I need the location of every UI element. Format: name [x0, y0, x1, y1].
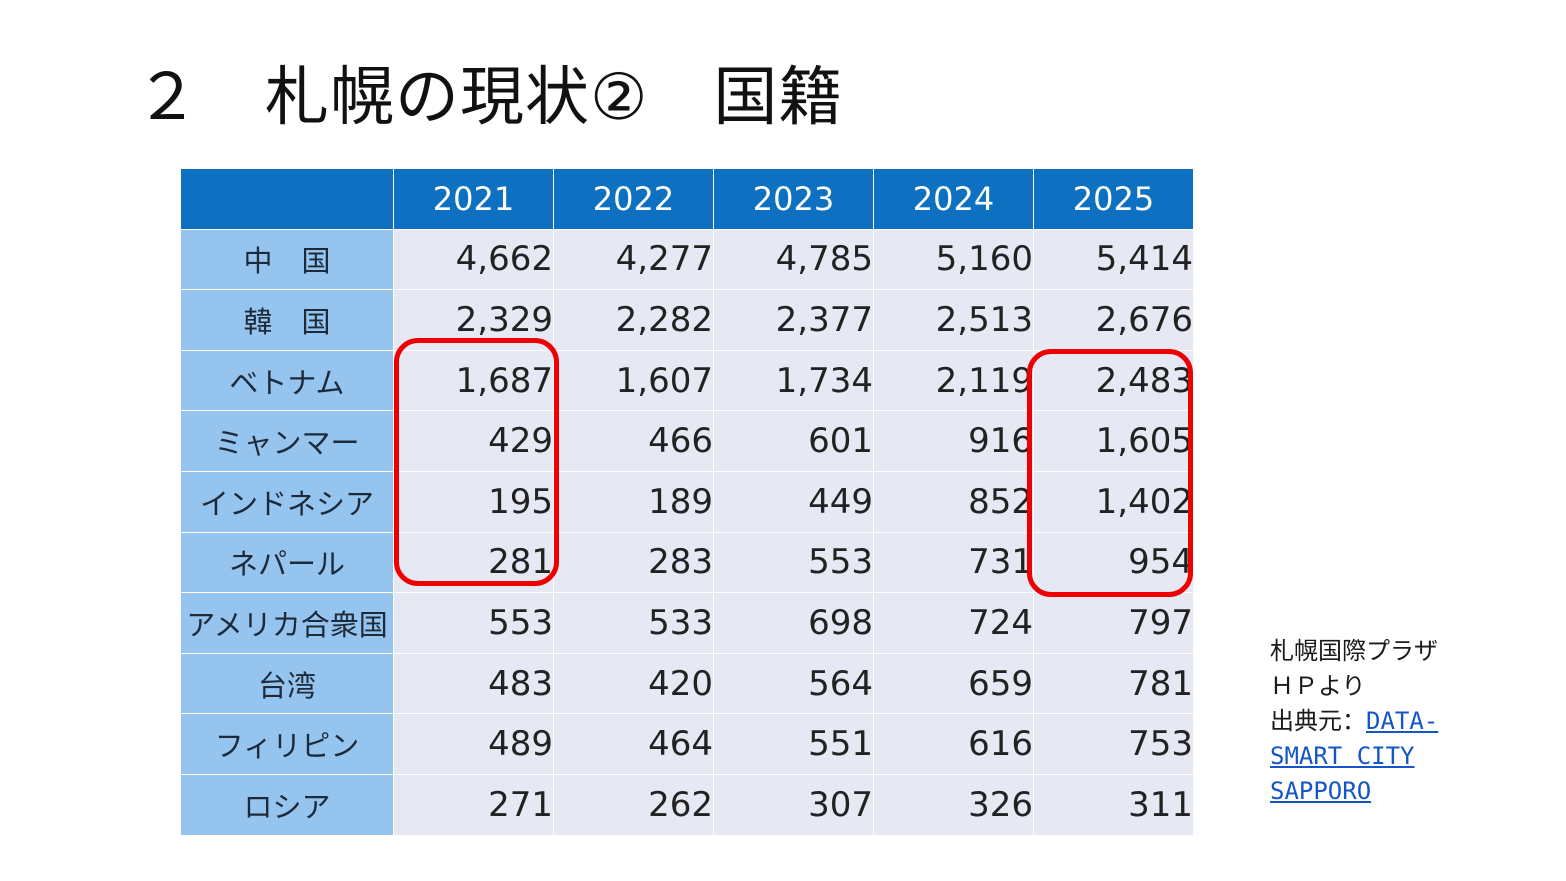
table-row: ネパール 281 283 553 731 954 — [180, 531, 1194, 594]
count-cell-2022: 283 — [553, 531, 714, 594]
table-row: 台湾 483 420 564 659 781 — [180, 652, 1194, 715]
count-cell-2024: 2,119 — [873, 349, 1034, 412]
count-cell-2025: 1,402 — [1033, 470, 1194, 533]
country-label: 台湾 — [180, 652, 394, 715]
count-cell-2023: 2,377 — [713, 289, 874, 351]
source-prefix: 出典元： — [1270, 707, 1366, 735]
table-row: 韓 国 2,329 2,282 2,377 2,513 2,676 — [180, 289, 1194, 351]
count-cell-2022: 464 — [553, 713, 714, 775]
count-cell-2022: 189 — [553, 470, 714, 533]
count-cell-2021: 271 — [393, 773, 554, 836]
table-row: フィリピン 489 464 551 616 753 — [180, 713, 1194, 775]
count-cell-2025: 954 — [1033, 531, 1194, 594]
count-cell-2024: 326 — [873, 773, 1034, 836]
count-cell-2024: 852 — [873, 470, 1034, 533]
year-header-2024: 2024 — [873, 168, 1034, 230]
count-cell-2021: 489 — [393, 713, 554, 775]
count-cell-2021: 4,662 — [393, 228, 554, 291]
count-cell-2023: 564 — [713, 652, 874, 715]
country-label: インドネシア — [180, 470, 394, 533]
table-row: ロシア 271 262 307 326 311 — [180, 773, 1194, 836]
note-line-2: ＨＰより — [1270, 672, 1366, 700]
count-cell-2021: 429 — [393, 410, 554, 472]
count-cell-2021: 553 — [393, 592, 554, 654]
count-cell-2025: 797 — [1033, 592, 1194, 654]
count-cell-2025: 311 — [1033, 773, 1194, 836]
count-cell-2023: 601 — [713, 410, 874, 472]
count-cell-2025: 781 — [1033, 652, 1194, 715]
count-cell-2022: 2,282 — [553, 289, 714, 351]
count-cell-2024: 5,160 — [873, 228, 1034, 291]
table-header-row: 2021 2022 2023 2024 2025 — [180, 168, 1194, 230]
count-cell-2024: 731 — [873, 531, 1034, 594]
count-cell-2021: 483 — [393, 652, 554, 715]
count-cell-2021: 281 — [393, 531, 554, 594]
count-cell-2025: 2,676 — [1033, 289, 1194, 351]
count-cell-2022: 4,277 — [553, 228, 714, 291]
year-header-2023: 2023 — [713, 168, 874, 230]
note-line-1: 札幌国際プラザ — [1270, 637, 1438, 665]
count-cell-2024: 616 — [873, 713, 1034, 775]
country-label: アメリカ合衆国 — [180, 592, 394, 654]
source-link-part-1[interactable]: DATA- — [1366, 707, 1439, 735]
table-corner-cell — [180, 168, 394, 230]
note-source-line: 出典元：DATA- — [1270, 704, 1438, 739]
year-header-2025: 2025 — [1033, 168, 1194, 230]
count-cell-2025: 1,605 — [1033, 410, 1194, 472]
table-row: 中 国 4,662 4,277 4,785 5,160 5,414 — [180, 228, 1194, 291]
country-label: ベトナム — [180, 349, 394, 412]
source-link-part-2[interactable]: SMART CITY — [1270, 742, 1415, 770]
nationality-table: 2021 2022 2023 2024 2025 中 国 4,662 4,277 4,… — [180, 168, 1194, 836]
country-label: 韓 国 — [180, 289, 394, 351]
count-cell-2021: 2,329 — [393, 289, 554, 351]
count-cell-2023: 307 — [713, 773, 874, 836]
count-cell-2024: 916 — [873, 410, 1034, 472]
country-label: フィリピン — [180, 713, 394, 775]
count-cell-2023: 551 — [713, 713, 874, 775]
count-cell-2024: 724 — [873, 592, 1034, 654]
count-cell-2022: 262 — [553, 773, 714, 836]
table-row: ベトナム 1,687 1,607 1,734 2,119 2,483 — [180, 349, 1194, 412]
count-cell-2022: 533 — [553, 592, 714, 654]
count-cell-2022: 420 — [553, 652, 714, 715]
source-note: 札幌国際プラザ ＨＰより 出典元：DATA- SMART CITY SAPPOR… — [1270, 634, 1438, 809]
page-title: ２ 札幌の現状② 国籍 — [135, 61, 844, 135]
count-cell-2023: 449 — [713, 470, 874, 533]
country-label: ミャンマー — [180, 410, 394, 472]
table-row: アメリカ合衆国 553 533 698 724 797 — [180, 592, 1194, 654]
country-label: ロシア — [180, 773, 394, 836]
count-cell-2024: 2,513 — [873, 289, 1034, 351]
count-cell-2021: 195 — [393, 470, 554, 533]
year-header-2022: 2022 — [553, 168, 714, 230]
year-header-2021: 2021 — [393, 168, 554, 230]
count-cell-2025: 753 — [1033, 713, 1194, 775]
count-cell-2023: 698 — [713, 592, 874, 654]
country-label: 中 国 — [180, 228, 394, 291]
count-cell-2021: 1,687 — [393, 349, 554, 412]
count-cell-2023: 4,785 — [713, 228, 874, 291]
count-cell-2022: 1,607 — [553, 349, 714, 412]
count-cell-2025: 5,414 — [1033, 228, 1194, 291]
count-cell-2024: 659 — [873, 652, 1034, 715]
country-label: ネパール — [180, 531, 394, 594]
count-cell-2022: 466 — [553, 410, 714, 472]
count-cell-2023: 553 — [713, 531, 874, 594]
count-cell-2023: 1,734 — [713, 349, 874, 412]
count-cell-2025: 2,483 — [1033, 349, 1194, 412]
table-row: インドネシア 195 189 449 852 1,402 — [180, 470, 1194, 533]
source-link-part-3[interactable]: SAPPORO — [1270, 777, 1372, 805]
table-row: ミャンマー 429 466 601 916 1,605 — [180, 410, 1194, 472]
